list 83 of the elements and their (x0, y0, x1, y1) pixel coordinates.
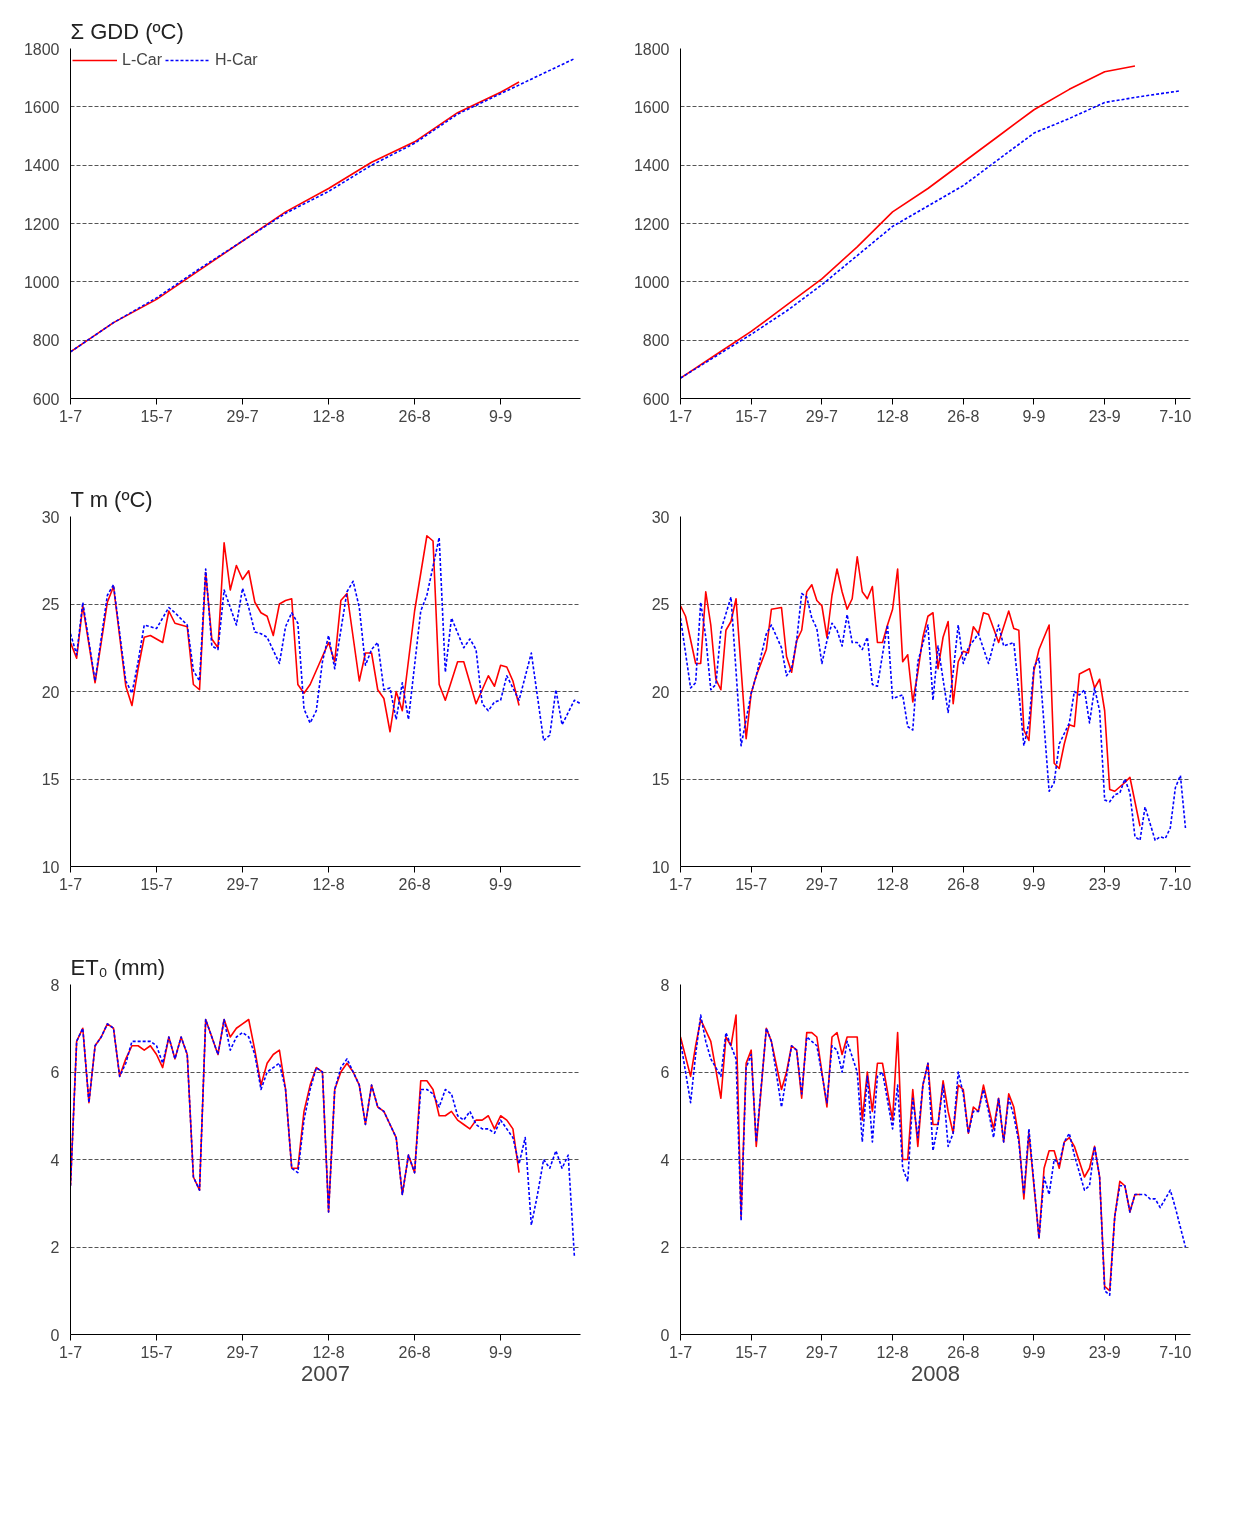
y-tick-label: 0 (50, 1326, 60, 1344)
x-tick-label: 12-8 (312, 875, 345, 893)
x-tick-label: 9-9 (1022, 1343, 1046, 1361)
y-tick-label: 20 (41, 683, 60, 701)
x-tick-label: 12-8 (876, 1343, 909, 1361)
x-tick-label: 15-7 (735, 407, 768, 425)
y-tick-label: 800 (32, 332, 60, 350)
x-tick-label: 12-8 (876, 407, 909, 425)
y-tick-label: 4 (660, 1151, 670, 1169)
y-tick-label: 1000 (23, 273, 60, 291)
y-tick-label: 20 (651, 683, 670, 701)
y-tick-label: 30 (41, 508, 60, 526)
x-tick-label: 15-7 (140, 407, 173, 425)
y-tick-label: 8 (50, 976, 60, 994)
y-tick-label: 0 (660, 1326, 670, 1344)
y-tick-label: 30 (651, 508, 670, 526)
x-tick-label: 1-7 (58, 407, 83, 425)
y-tick-label: 6 (660, 1064, 670, 1081)
y-tick-label: 8 (660, 976, 670, 994)
y-tick-label: 1800 (633, 40, 670, 58)
y-axis-title: ET₀ (mm) (70, 954, 166, 980)
y-tick-label: 800 (642, 332, 670, 350)
y-tick-label: 6 (50, 1064, 60, 1081)
x-tick-label: 26-8 (398, 1343, 431, 1361)
y-axis-title: T m (ºC) (70, 486, 153, 512)
x-tick-label: 29-7 (226, 407, 259, 425)
x-tick-label: 1-7 (58, 1343, 83, 1361)
x-tick-label: 1-7 (668, 1343, 693, 1361)
x-tick-label: 12-8 (312, 407, 345, 425)
x-tick-label: 23-9 (1088, 875, 1121, 893)
x-tick-label: 7-10 (1159, 407, 1192, 425)
x-tick-label: 9-9 (1022, 875, 1046, 893)
y-tick-label: 10 (651, 858, 670, 876)
y-tick-label: 600 (32, 390, 60, 408)
y-tick-label: 1400 (633, 157, 670, 175)
x-tick-label: 7-10 (1159, 1343, 1192, 1361)
x-tick-label: 9-9 (489, 875, 513, 893)
x-axis-title: 2007 (301, 1360, 350, 1386)
y-tick-label: 1600 (633, 98, 670, 116)
x-tick-label: 26-8 (398, 407, 431, 425)
y-tick-label: 15 (41, 771, 60, 788)
y-tick-label: 15 (651, 771, 670, 788)
x-tick-label: 29-7 (805, 1343, 838, 1361)
x-tick-label: 15-7 (735, 1343, 768, 1361)
x-tick-label: 12-8 (876, 875, 909, 893)
y-tick-label: 2 (50, 1239, 60, 1256)
x-tick-label: 29-7 (805, 407, 838, 425)
y-tick-label: 600 (642, 390, 670, 408)
y-tick-label: 1600 (23, 98, 60, 116)
x-tick-label: 1-7 (58, 875, 83, 893)
x-tick-label: 12-8 (312, 1343, 345, 1361)
x-tick-label: 15-7 (140, 1343, 173, 1361)
x-tick-label: 29-7 (226, 875, 259, 893)
x-tick-label: 23-9 (1088, 407, 1121, 425)
y-tick-label: 10 (41, 858, 60, 876)
y-tick-label: 1200 (633, 215, 670, 233)
legend-label: H-Car (215, 51, 258, 69)
y-tick-label: 1200 (23, 215, 60, 233)
x-tick-label: 26-8 (947, 407, 980, 425)
x-tick-label: 26-8 (398, 875, 431, 893)
x-tick-label: 1-7 (668, 407, 693, 425)
y-tick-label: 1400 (23, 157, 60, 175)
x-tick-label: 26-8 (947, 875, 980, 893)
y-tick-label: 2 (660, 1239, 670, 1256)
y-tick-label: 25 (41, 596, 60, 613)
x-tick-label: 1-7 (668, 875, 693, 893)
x-axis-title: 2008 (911, 1360, 960, 1386)
y-tick-label: 25 (651, 596, 670, 613)
x-tick-label: 7-10 (1159, 875, 1192, 893)
y-tick-label: 4 (50, 1151, 60, 1169)
x-tick-label: 15-7 (140, 875, 173, 893)
x-tick-label: 29-7 (226, 1343, 259, 1361)
x-tick-label: 9-9 (489, 1343, 513, 1361)
x-tick-label: 26-8 (947, 1343, 980, 1361)
y-tick-label: 1000 (633, 273, 670, 291)
x-tick-label: 9-9 (489, 407, 513, 425)
x-tick-label: 29-7 (805, 875, 838, 893)
x-tick-label: 9-9 (1022, 407, 1046, 425)
y-tick-label: 1800 (23, 40, 60, 58)
y-axis-title: Σ GDD (ºC) (70, 18, 184, 44)
x-tick-label: 15-7 (735, 875, 768, 893)
legend-label: L-Car (122, 51, 163, 69)
x-tick-label: 23-9 (1088, 1343, 1121, 1361)
